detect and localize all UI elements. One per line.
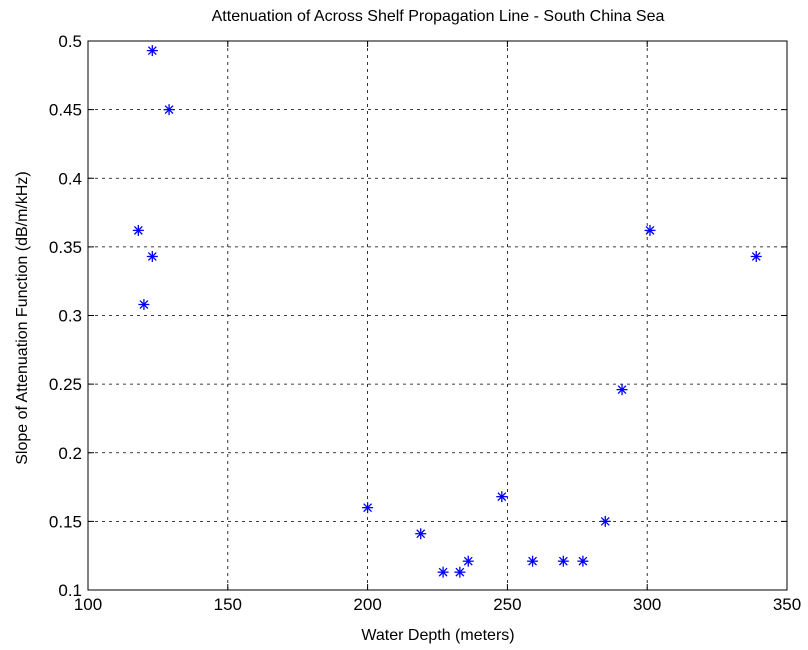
- data-point: [644, 224, 656, 236]
- y-tick-label: 0.35: [49, 238, 82, 257]
- x-tick-label: 150: [214, 595, 242, 614]
- grid-layer: [88, 41, 787, 590]
- data-point: [616, 384, 628, 396]
- y-tick-label: 0.4: [58, 169, 82, 188]
- y-tick-labels: 0.1 0.15 0.2 0.25 0.3 0.35 0.4 0.45 0.5: [49, 32, 82, 600]
- data-point: [557, 555, 569, 567]
- x-tick-label: 300: [633, 595, 661, 614]
- data-point: [599, 515, 611, 527]
- x-axis-label: Water Depth (meters): [361, 627, 514, 644]
- x-tick-label: 200: [353, 595, 381, 614]
- data-point: [454, 566, 466, 578]
- data-point: [146, 250, 158, 262]
- data-point: [750, 250, 762, 262]
- data-point: [415, 528, 427, 540]
- y-tick-label: 0.3: [58, 307, 82, 326]
- chart-title: Attenuation of Across Shelf Propagation …: [212, 8, 665, 25]
- y-tick-label: 0.15: [49, 512, 82, 531]
- x-tick-label: 350: [773, 595, 801, 614]
- data-point: [527, 555, 539, 567]
- tick-layer: [87, 40, 788, 591]
- y-tick-label: 0.5: [58, 32, 82, 51]
- data-point: [362, 502, 374, 514]
- y-axis-label: Slope of Attenuation Function (dB/m/kHz): [14, 171, 31, 464]
- y-tick-label: 0.1: [58, 581, 82, 600]
- data-point: [146, 45, 158, 57]
- data-point: [437, 566, 449, 578]
- data-point: [132, 224, 144, 236]
- y-tick-label: 0.2: [58, 444, 82, 463]
- x-tick-labels: 100 150 200 250 300 350: [74, 595, 801, 614]
- data-point: [462, 555, 474, 567]
- y-tick-label: 0.45: [49, 101, 82, 120]
- data-points: [132, 45, 762, 578]
- data-point: [496, 491, 508, 503]
- y-tick-label: 0.25: [49, 375, 82, 394]
- data-point: [577, 555, 589, 567]
- data-point: [138, 299, 150, 311]
- x-tick-label: 100: [74, 595, 102, 614]
- x-tick-label: 250: [493, 595, 521, 614]
- data-point: [163, 104, 175, 116]
